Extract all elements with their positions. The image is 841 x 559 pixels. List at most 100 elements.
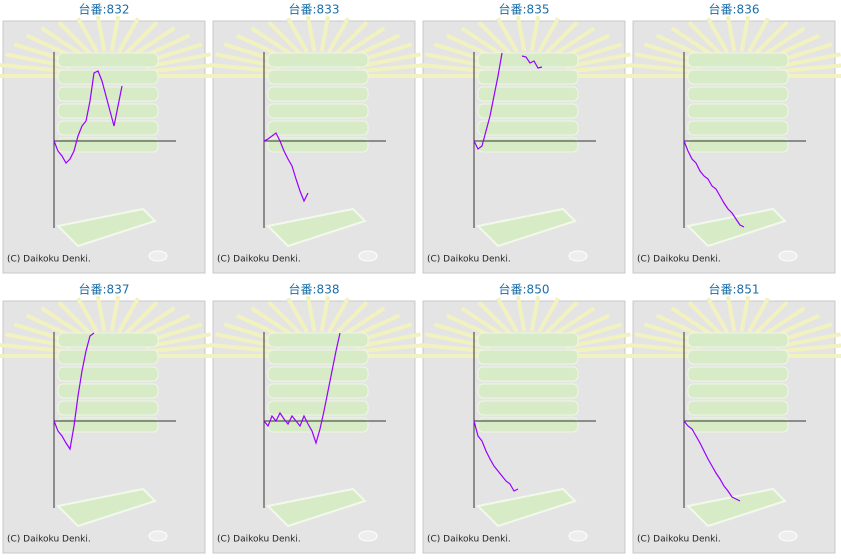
data-line xyxy=(473,52,543,150)
stack xyxy=(267,52,369,68)
panel-title: 台番:833 xyxy=(289,2,340,17)
ray xyxy=(706,297,729,333)
ray xyxy=(761,306,806,338)
ray xyxy=(57,300,92,336)
ray xyxy=(319,15,331,52)
stack xyxy=(57,69,159,85)
stack xyxy=(477,417,579,433)
ray xyxy=(544,20,579,56)
stack xyxy=(267,366,369,382)
ray xyxy=(460,26,505,58)
ray xyxy=(0,62,69,74)
ray xyxy=(777,63,841,74)
data-line xyxy=(53,332,95,451)
panel-title: 台番:837 xyxy=(79,282,130,297)
stack xyxy=(687,400,789,416)
coin xyxy=(568,250,588,262)
ray xyxy=(777,343,841,354)
tray xyxy=(475,487,577,528)
data-line xyxy=(683,420,741,502)
stack xyxy=(57,86,159,102)
ray xyxy=(334,300,369,336)
tray xyxy=(265,487,367,528)
stack xyxy=(57,383,159,399)
ray xyxy=(629,62,699,74)
stack xyxy=(267,417,369,433)
stack xyxy=(477,137,579,153)
ray xyxy=(747,17,770,53)
stack xyxy=(687,417,789,433)
stack xyxy=(267,86,369,102)
data-line xyxy=(473,420,519,492)
copyright: (C) Daikoku Denki. xyxy=(637,255,721,265)
ray xyxy=(725,295,737,332)
stack xyxy=(477,103,579,119)
ray xyxy=(147,342,217,354)
copyright: (C) Daikoku Denki. xyxy=(637,535,721,545)
ray xyxy=(496,17,519,53)
panel-title: 台番:832 xyxy=(79,2,130,17)
stack xyxy=(477,86,579,102)
background-art xyxy=(418,15,638,274)
ray xyxy=(357,342,427,354)
stack xyxy=(57,349,159,365)
ray xyxy=(286,297,309,333)
ray xyxy=(327,297,350,333)
ray xyxy=(739,295,751,332)
ray xyxy=(109,15,121,52)
tray xyxy=(55,487,157,528)
stack xyxy=(267,69,369,85)
background-art xyxy=(0,15,218,274)
copyright: (C) Daikoku Denki. xyxy=(7,255,91,265)
stack xyxy=(57,103,159,119)
stack xyxy=(687,383,789,399)
stack xyxy=(57,332,159,348)
background-art xyxy=(418,295,638,554)
ray xyxy=(109,295,121,332)
stack xyxy=(477,69,579,85)
ray xyxy=(209,62,279,74)
ray xyxy=(537,17,560,53)
coin xyxy=(778,250,798,262)
panel-title: 台番:850 xyxy=(499,282,550,297)
stack xyxy=(57,52,159,68)
stack xyxy=(267,120,369,136)
ray xyxy=(334,20,369,56)
ray xyxy=(76,297,99,333)
stack xyxy=(477,332,579,348)
copyright: (C) Daikoku Denki. xyxy=(427,535,511,545)
data-line xyxy=(263,132,309,203)
stack xyxy=(687,69,789,85)
ray xyxy=(496,297,519,333)
ray xyxy=(305,15,317,52)
stack xyxy=(267,103,369,119)
background-art xyxy=(208,15,428,274)
ray xyxy=(341,26,386,58)
ray xyxy=(477,20,512,56)
coin xyxy=(148,530,168,542)
ray xyxy=(761,26,806,58)
stack xyxy=(477,400,579,416)
stack xyxy=(477,366,579,382)
stack xyxy=(267,332,369,348)
background-art xyxy=(208,295,428,554)
coin xyxy=(778,530,798,542)
ray xyxy=(419,62,489,74)
stack xyxy=(687,120,789,136)
ray xyxy=(0,342,69,354)
ray xyxy=(629,342,699,354)
panel-title: 台番:835 xyxy=(499,2,550,17)
stack xyxy=(477,383,579,399)
ray xyxy=(460,306,505,338)
data-line xyxy=(263,332,341,446)
stack xyxy=(477,120,579,136)
stack xyxy=(687,86,789,102)
ray xyxy=(40,306,85,338)
ray xyxy=(131,306,176,338)
ray xyxy=(670,26,715,58)
panel-title: 台番:838 xyxy=(289,282,340,297)
ray xyxy=(537,297,560,333)
copyright: (C) Daikoku Denki. xyxy=(217,535,301,545)
ray xyxy=(747,297,770,333)
